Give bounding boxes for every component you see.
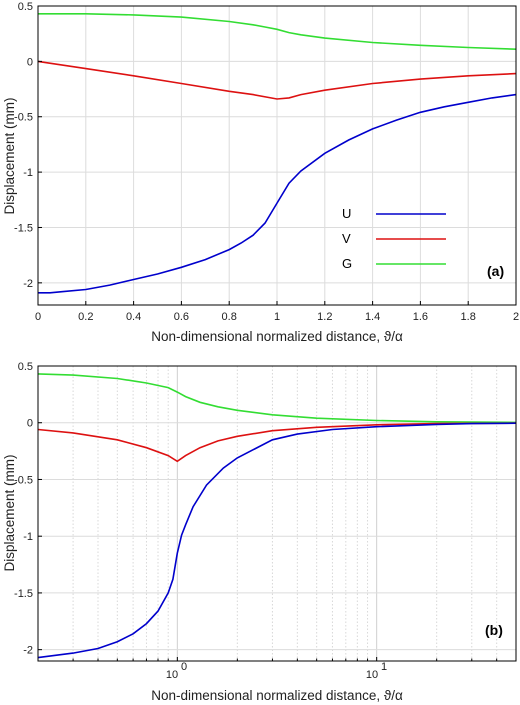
panel-a-x-tick-label: 2 — [513, 311, 519, 323]
panel-b-y-tick-label: -0.5 — [14, 474, 33, 486]
panel-a-series — [37, 13, 517, 294]
panel-b-x-tick-exponent-1e1: 1 — [381, 661, 387, 673]
panel-b-series-line-g — [37, 373, 517, 424]
panel-b-x-tick-label-1e0: 10 — [166, 669, 178, 681]
panel-a-x-tick-label: 0 — [35, 311, 41, 323]
panel-b-series — [37, 373, 517, 659]
panel-b-x-axis-label: Non-dimensional normalized distance, ϑ/α — [151, 688, 403, 703]
panel-a-x-tick-label: 1.6 — [413, 311, 428, 323]
panel-b-x-ticks: 10 0 10 1 — [166, 661, 387, 681]
panel-b-y-ticks: 0.5 0 -0.5 -1 -1.5 -2 — [14, 361, 42, 657]
panel-b-y-tick-label: -2 — [23, 645, 33, 657]
panel-b-y-tick-label: 0 — [27, 418, 33, 430]
panel-b-x-tick-label-1e1: 10 — [366, 669, 378, 681]
panel-a-x-ticks: 0 0.2 0.4 0.6 0.8 1 1.2 1.4 1.6 1.8 2 — [35, 301, 519, 323]
panel-a-series-line-v — [37, 60, 517, 100]
panel-b-grid — [37, 365, 517, 661]
panel-b-series-line-u — [37, 422, 517, 659]
panel-a-x-tick-label: 1.4 — [365, 311, 380, 323]
panel-a-legend: UVG — [342, 206, 446, 271]
panel-b-tag: (b) — [485, 622, 503, 638]
panel-a-x-tick-label: 0.6 — [174, 311, 189, 323]
panel-b-series-line-v — [37, 422, 517, 463]
panel-a-x-axis-label: Non-dimensional normalized distance, ϑ/α — [151, 329, 403, 344]
panel-a-x-tick-label: 0.8 — [222, 311, 237, 323]
panel-b-y-axis-label: Displacement (mm) — [2, 454, 17, 571]
panel-a-y-tick-label: -0.5 — [14, 112, 33, 124]
panel-a-chart: 0 0.2 0.4 0.6 0.8 1 1.2 1.4 1.6 1.8 2 0.5 0 -0.5 -1 -1… — [2, 1, 519, 344]
panel-b-plot-border — [37, 365, 517, 662]
panel-a-x-tick-label: 0.4 — [126, 311, 141, 323]
panel-a-x-tick-label: 1.2 — [317, 311, 332, 323]
panel-a-x-tick-label: 1 — [274, 311, 280, 323]
panel-a-y-tick-label: -1.5 — [14, 222, 33, 234]
panel-a-x-tick-label: 1.8 — [461, 311, 476, 323]
panel-a-legend-label-g: G — [342, 256, 352, 271]
panel-a-y-tick-label: 0.5 — [18, 1, 33, 13]
panel-b-y-tick-label: -1 — [23, 531, 33, 543]
panel-a-legend-label-u: U — [342, 206, 351, 221]
panel-a-y-tick-label: -1 — [23, 167, 33, 179]
panel-a-x-tick-label: 0.2 — [78, 311, 93, 323]
panel-a-series-line-g — [38, 13, 517, 50]
panel-b-y-tick-label: -1.5 — [14, 588, 33, 600]
panel-a-y-ticks: 0.5 0 -0.5 -1 -1.5 -2 — [14, 1, 42, 290]
panel-b-plot-area — [38, 366, 516, 661]
panel-a-series-line-u — [38, 93, 517, 294]
panel-a-tag: (a) — [487, 263, 504, 279]
panel-b-x-tick-exponent-1e0: 0 — [181, 661, 187, 673]
panel-a-legend-label-v: V — [342, 231, 351, 246]
panel-b-y-tick-label: 0.5 — [18, 361, 33, 373]
panel-a-y-tick-label: -2 — [23, 278, 33, 290]
panel-b-chart: 10 0 10 1 0.5 0 -0.5 -1 -1.5 -2 Non-dimension… — [2, 361, 517, 703]
panel-a-y-tick-label: 0 — [27, 56, 33, 68]
panel-a-y-axis-label: Displacement (mm) — [2, 97, 17, 214]
